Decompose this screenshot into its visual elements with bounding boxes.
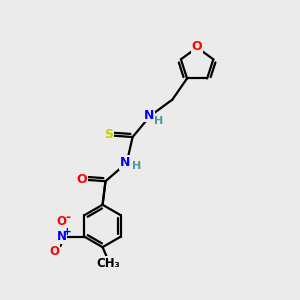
Text: O: O	[50, 245, 60, 258]
Text: CH₃: CH₃	[96, 257, 120, 270]
Text: N: N	[144, 109, 154, 122]
Text: O: O	[56, 215, 67, 228]
Text: H: H	[131, 161, 141, 172]
Text: N: N	[120, 156, 130, 169]
Text: O: O	[192, 40, 203, 52]
Text: -: -	[65, 212, 70, 224]
Text: S: S	[104, 128, 113, 142]
Text: H: H	[154, 116, 163, 126]
Text: O: O	[76, 172, 87, 186]
Text: N: N	[56, 230, 67, 243]
Text: +: +	[63, 227, 72, 237]
